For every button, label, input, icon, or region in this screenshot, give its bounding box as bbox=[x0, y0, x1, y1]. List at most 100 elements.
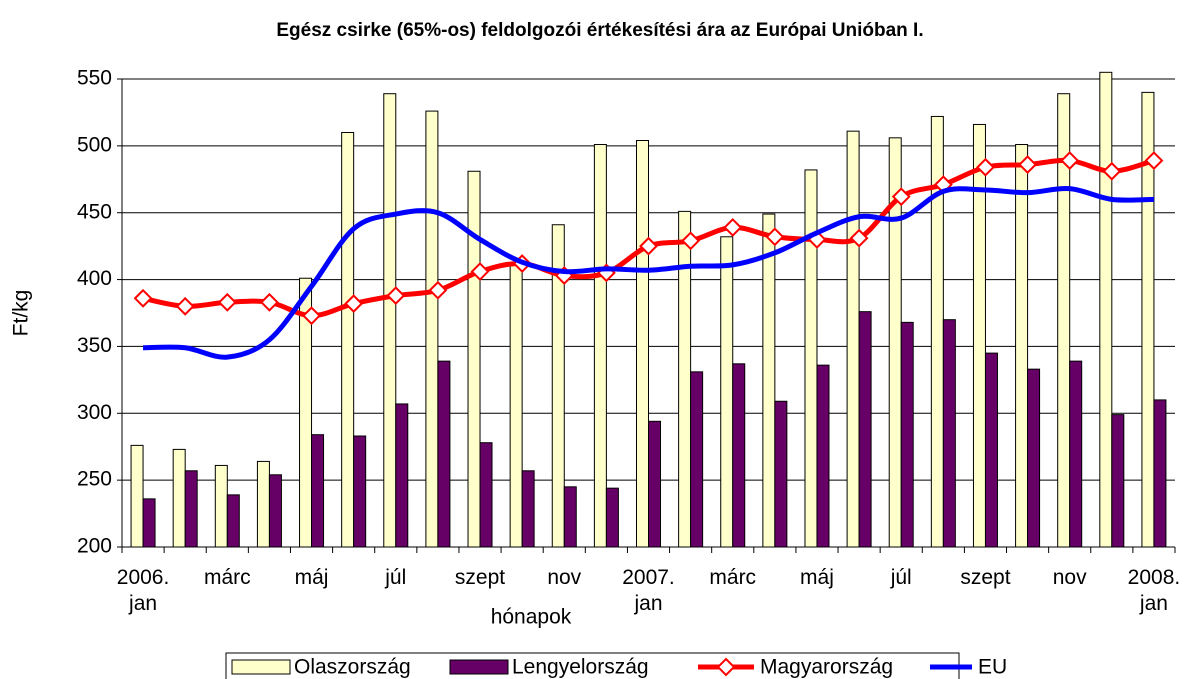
legend-marker bbox=[716, 657, 736, 677]
bar bbox=[1015, 144, 1029, 548]
marker bbox=[723, 218, 743, 237]
bar bbox=[720, 236, 734, 548]
bar bbox=[816, 364, 830, 548]
legend-swatch bbox=[449, 659, 509, 675]
x-tick-label: 2008. jan bbox=[1127, 566, 1181, 615]
x-tick-label: máj bbox=[800, 566, 834, 589]
bar bbox=[214, 464, 228, 548]
legend-label: Lengyelország bbox=[512, 656, 649, 679]
bar bbox=[942, 319, 956, 548]
chart-title: Egész csirke (65%-os) feldolgozói értéke… bbox=[276, 20, 923, 41]
legend-swatch bbox=[231, 659, 291, 675]
bar bbox=[1141, 91, 1155, 548]
marker bbox=[976, 157, 995, 177]
bar bbox=[563, 486, 577, 548]
x-tick-label: máj bbox=[294, 566, 329, 589]
x-tick-label: 2007. jan bbox=[622, 566, 675, 615]
bar bbox=[636, 140, 649, 548]
x-tick-label: nov bbox=[1052, 566, 1087, 589]
x-axis-label: hónapok bbox=[491, 606, 572, 629]
bar bbox=[1027, 368, 1041, 548]
y-tick-label: 400 bbox=[77, 267, 112, 290]
bar bbox=[226, 494, 240, 548]
marker bbox=[302, 306, 321, 326]
marker bbox=[1018, 155, 1037, 174]
y-tick-label: 350 bbox=[77, 334, 112, 357]
legend-label: Olaszország bbox=[294, 656, 411, 679]
marker bbox=[891, 187, 911, 207]
bar bbox=[130, 444, 144, 548]
bar bbox=[395, 403, 409, 548]
bar bbox=[605, 487, 619, 548]
x-tick-label: júl bbox=[890, 566, 912, 589]
bar bbox=[678, 210, 692, 548]
bar bbox=[299, 277, 313, 548]
x-tick-label: szept bbox=[454, 566, 506, 589]
marker bbox=[260, 292, 279, 312]
line bbox=[143, 185, 1154, 360]
x-tick-label: júl bbox=[385, 566, 407, 589]
bar bbox=[1099, 71, 1113, 548]
marker bbox=[217, 292, 237, 312]
bar bbox=[1153, 399, 1167, 548]
bar bbox=[1069, 360, 1083, 548]
x-tick-label: 2006. jan bbox=[116, 566, 170, 615]
marker bbox=[1102, 161, 1122, 181]
y-tick-label: 200 bbox=[77, 535, 112, 558]
bar bbox=[804, 169, 818, 548]
y-tick-label: 300 bbox=[77, 401, 112, 424]
bar bbox=[268, 474, 282, 548]
bar bbox=[479, 442, 493, 548]
x-tick-label: márc bbox=[709, 566, 757, 589]
marker bbox=[639, 236, 658, 256]
marker bbox=[849, 228, 869, 248]
marker bbox=[765, 227, 785, 247]
bar bbox=[184, 470, 198, 548]
legend-label: EU bbox=[978, 656, 1007, 679]
bar bbox=[383, 93, 397, 548]
bar bbox=[846, 130, 860, 548]
bar bbox=[1057, 93, 1071, 548]
marker bbox=[175, 296, 195, 316]
x-tick-label: márc bbox=[203, 566, 251, 589]
y-tick-label: 500 bbox=[77, 133, 112, 156]
marker bbox=[681, 231, 701, 251]
bar bbox=[593, 144, 607, 548]
marker bbox=[344, 294, 364, 314]
bar bbox=[551, 224, 565, 548]
y-tick-label: 450 bbox=[77, 200, 112, 223]
legend-label: Magyarország bbox=[760, 656, 893, 679]
bar bbox=[437, 360, 451, 548]
marker bbox=[386, 286, 406, 306]
marker bbox=[133, 288, 153, 308]
bar bbox=[172, 448, 186, 548]
bar bbox=[509, 263, 523, 548]
marker bbox=[1060, 151, 1080, 170]
bar bbox=[690, 371, 704, 548]
bar bbox=[774, 400, 788, 548]
x-tick-label: nov bbox=[547, 566, 582, 589]
bar bbox=[341, 131, 355, 548]
bar bbox=[256, 460, 270, 548]
bar bbox=[984, 352, 998, 548]
bar bbox=[972, 123, 986, 548]
bar bbox=[900, 321, 914, 548]
bar bbox=[732, 363, 746, 548]
marker bbox=[428, 280, 448, 300]
bar bbox=[1111, 414, 1125, 548]
bar bbox=[467, 170, 481, 548]
y-tick-label: 550 bbox=[77, 67, 112, 90]
x-tick-label: szept bbox=[960, 566, 1011, 589]
y-tick-label: 250 bbox=[77, 468, 112, 491]
bar bbox=[858, 311, 872, 548]
bar bbox=[142, 498, 156, 548]
bar bbox=[762, 213, 776, 548]
y-axis-label: Ft/kg bbox=[10, 290, 33, 337]
bar bbox=[425, 110, 439, 548]
marker bbox=[470, 262, 490, 281]
bar bbox=[521, 470, 535, 548]
bar bbox=[311, 434, 325, 548]
marker bbox=[1144, 151, 1164, 170]
